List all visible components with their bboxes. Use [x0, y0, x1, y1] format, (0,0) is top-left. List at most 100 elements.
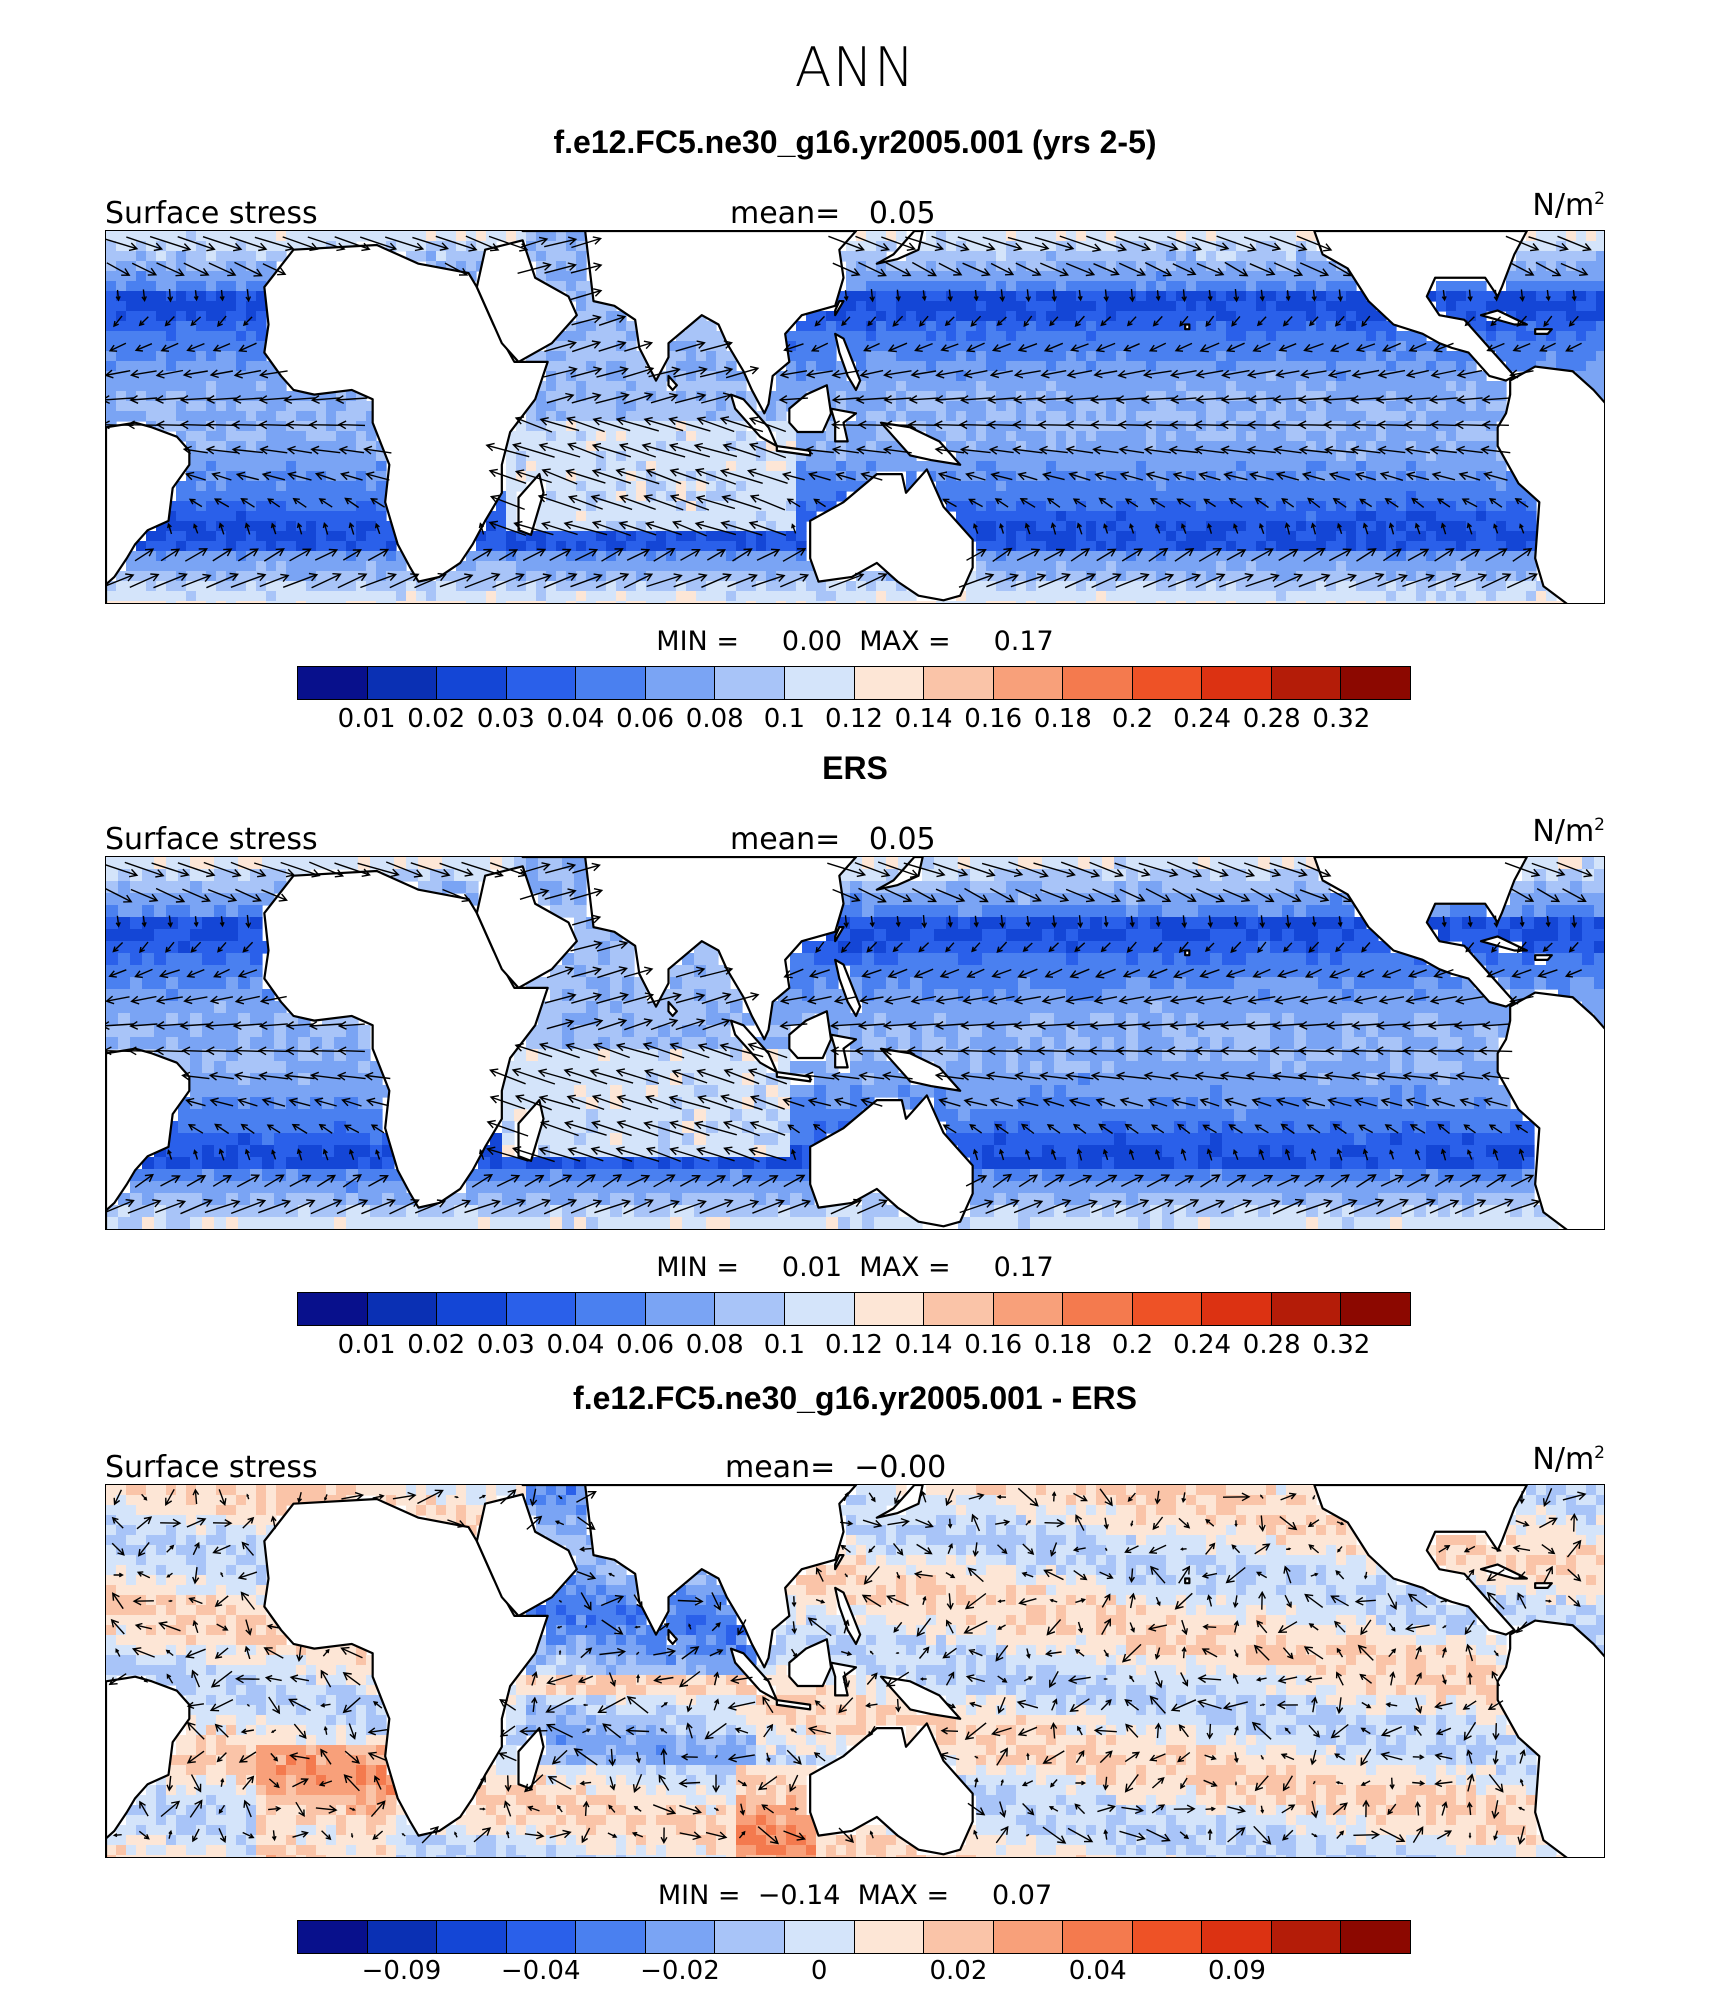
field-cell [736, 431, 747, 442]
field-cell [116, 261, 127, 272]
field-cell [1366, 351, 1377, 362]
field-cell [1126, 361, 1137, 372]
vector-arrow [885, 261, 912, 277]
field-cell [576, 481, 587, 492]
field-cell [376, 231, 387, 242]
field-cell [1046, 381, 1057, 392]
field-cell [266, 491, 277, 502]
field-cell [786, 361, 797, 372]
field-cell [1346, 401, 1357, 412]
field-cell [1456, 571, 1467, 582]
field-cell [1396, 501, 1407, 512]
field-cell [1236, 321, 1247, 332]
field-cell [666, 521, 677, 532]
field-cell [356, 501, 367, 512]
field-cell [216, 291, 227, 302]
field-cell [846, 331, 857, 342]
field-cell [526, 231, 537, 242]
field-cell [1146, 341, 1157, 352]
field-cell [226, 251, 237, 262]
field-cell [1306, 261, 1317, 272]
field-cell [1476, 411, 1487, 422]
field-cell [166, 381, 177, 392]
field-cell [1146, 591, 1157, 602]
field-cell [726, 441, 737, 452]
field-cell [896, 601, 907, 603]
field-cell [566, 551, 577, 562]
field-cell [596, 411, 607, 422]
field-cell [256, 561, 267, 572]
field-cell [1196, 311, 1207, 322]
field-cell [826, 421, 837, 432]
field-cell [1266, 361, 1277, 372]
field-cell [1476, 281, 1487, 292]
field-cell [646, 441, 657, 452]
field-cell [1286, 251, 1297, 262]
vector-arrow [1328, 261, 1353, 277]
vector-arrow [520, 236, 549, 248]
field-cell [1186, 591, 1197, 602]
field-cell [1266, 331, 1277, 342]
field-cell [202, 857, 215, 870]
field-cell [836, 381, 847, 392]
field-cell [256, 231, 267, 242]
field-cell [276, 591, 287, 602]
field-cell [246, 441, 257, 452]
field-cell [216, 321, 227, 332]
field-cell [1596, 311, 1604, 322]
field-cell [846, 481, 857, 492]
field-cell [716, 361, 727, 372]
field-cell [1166, 481, 1177, 492]
field-cell [966, 591, 977, 602]
field-cell [1016, 251, 1027, 262]
field-cell [1496, 481, 1507, 492]
field-cell [1056, 411, 1067, 422]
field-cell [586, 581, 597, 592]
field-cell [246, 481, 257, 492]
field-cell [1486, 421, 1497, 432]
field-cell [316, 531, 327, 542]
field-cell [706, 601, 717, 603]
field-cell [1096, 551, 1107, 562]
panel-1-max-label: MAX = [859, 626, 951, 657]
field-cell [1296, 471, 1307, 482]
field-cell [356, 561, 367, 572]
field-cell [236, 511, 247, 522]
field-cell [1306, 531, 1317, 542]
vector-arrow [1059, 235, 1102, 252]
field-cell [826, 591, 837, 602]
field-cell [996, 561, 1007, 572]
field-cell [586, 481, 597, 492]
vector-arrow [485, 442, 530, 458]
field-cell [1086, 551, 1097, 562]
field-cell [136, 301, 147, 312]
field-cell [246, 321, 257, 332]
field-cell [506, 571, 517, 582]
field-cell [886, 411, 897, 422]
field-cell [126, 381, 137, 392]
field-cell [1286, 491, 1297, 502]
field-cell [1586, 231, 1597, 242]
field-cell [936, 301, 947, 312]
field-cell [1126, 251, 1137, 262]
field-cell [196, 421, 207, 432]
field-cell [366, 511, 377, 522]
field-cell [1246, 551, 1257, 562]
field-cell [946, 251, 957, 262]
vector-arrow [591, 468, 632, 484]
vector-arrow [1251, 548, 1274, 562]
field-cell [1026, 371, 1037, 382]
field-cell [1186, 581, 1197, 592]
field-cell [486, 561, 497, 572]
field-cell [1476, 331, 1487, 342]
vector-arrow [1455, 445, 1483, 455]
field-cell [996, 271, 1007, 282]
field-cell [1476, 471, 1487, 482]
vector-arrow [335, 395, 368, 405]
field-cell [1026, 231, 1037, 242]
vector-arrow [1298, 573, 1331, 588]
field-cell [866, 401, 877, 412]
field-cell [786, 511, 797, 522]
field-cell [366, 421, 377, 432]
field-cell [146, 321, 157, 332]
